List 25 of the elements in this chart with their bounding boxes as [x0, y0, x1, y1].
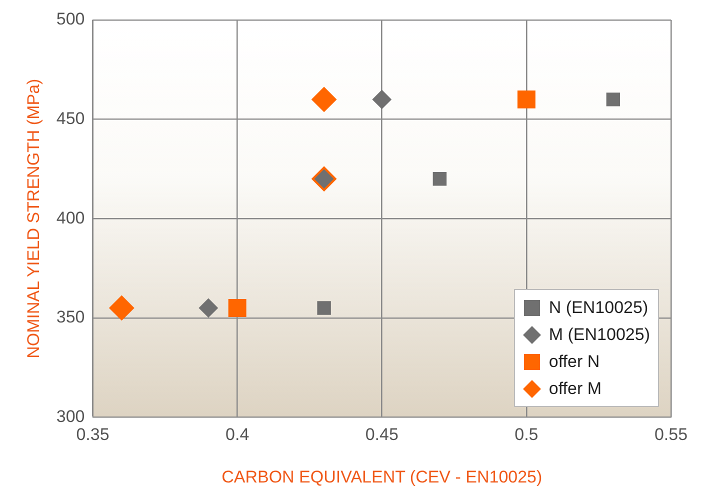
legend-label: offer N — [548, 352, 600, 372]
point — [606, 92, 620, 106]
y-tick-label: 400 — [56, 208, 85, 228]
point — [198, 298, 218, 318]
y-axis-title: NOMINAL YIELD STRENGTH (MPa) — [24, 78, 43, 358]
y-tick-label: 350 — [56, 308, 85, 327]
point — [372, 90, 392, 109]
x-axis-title: CARBON EQUIVALENT (CEV - EN10025) — [222, 467, 542, 486]
y-tick-label: 500 — [56, 10, 85, 29]
y-tick-label: 450 — [56, 108, 85, 128]
point — [312, 86, 337, 112]
x-tick-label: 0.45 — [365, 425, 398, 444]
x-tick-label: 0.55 — [654, 425, 688, 444]
x-tick-label: 0.35 — [76, 425, 110, 444]
x-tick-label: 0.5 — [514, 425, 538, 444]
x-tick-label: 0.4 — [226, 425, 250, 444]
point — [432, 172, 447, 186]
point — [109, 295, 134, 320]
point — [317, 301, 331, 315]
point — [517, 90, 536, 108]
legend-label: offer M — [548, 378, 602, 399]
legend-label: M (EN10025) — [548, 324, 650, 345]
y-tick-label: 300 — [56, 406, 85, 426]
point — [228, 298, 246, 317]
legend-label: N (EN10025) — [548, 298, 648, 318]
